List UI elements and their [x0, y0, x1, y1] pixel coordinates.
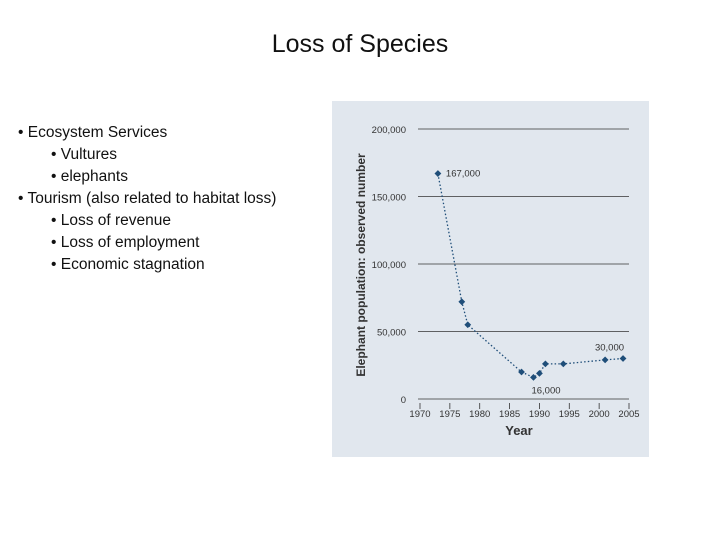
slide-title: Loss of Species [271, 30, 449, 58]
data-point [530, 374, 537, 381]
bullet-list: • Ecosystem Services • Vultures • elepha… [18, 122, 338, 276]
bullet-item: • Vultures [51, 146, 118, 163]
data-point [619, 355, 627, 362]
bullet-item: • Ecosystem Services [18, 124, 168, 141]
x-tick-label: 1970 [409, 409, 430, 420]
data-point [559, 360, 567, 368]
y-tick-label: 50,000 [377, 328, 406, 339]
x-tick-label: 2000 [589, 409, 610, 420]
data-point [458, 298, 466, 306]
x-tick-label: 1975 [439, 409, 460, 420]
y-tick-label: 100,000 [372, 260, 406, 271]
elephant-population-chart: Elephant population: observed number Yea… [354, 125, 640, 438]
data-point [464, 321, 472, 329]
series-line [437, 173, 624, 379]
data-label: 167,000 [446, 169, 480, 180]
y-axis-label: Elephant population: observed number [354, 153, 368, 377]
data-label: 30,000 [595, 343, 624, 354]
data-point [536, 369, 543, 377]
x-tick-label: 1985 [499, 409, 520, 420]
x-axis-label: Year [505, 423, 532, 438]
data-point [434, 170, 442, 177]
x-tick-label: 1990 [529, 409, 550, 420]
bullet-item: • Loss of revenue [51, 212, 172, 229]
y-tick-label: 200,000 [372, 125, 406, 136]
chart-panel: Elephant population: observed number Yea… [332, 101, 649, 457]
y-tick-label: 0 [401, 395, 406, 406]
data-point [518, 368, 525, 376]
y-tick-label: 150,000 [372, 193, 406, 204]
bullet-item: • Tourism (also related to habitat loss) [18, 190, 277, 207]
x-tick-label: 2005 [618, 409, 639, 420]
data-point [542, 360, 549, 368]
x-tick-label: 1995 [559, 409, 580, 420]
bullet-item: • elephants [51, 168, 128, 185]
bullet-item: • Loss of employment [51, 234, 200, 251]
data-point [601, 356, 609, 364]
data-label: 16,000 [531, 385, 560, 396]
x-tick-label: 1980 [469, 409, 490, 420]
bullet-item: • Economic stagnation [51, 256, 205, 273]
